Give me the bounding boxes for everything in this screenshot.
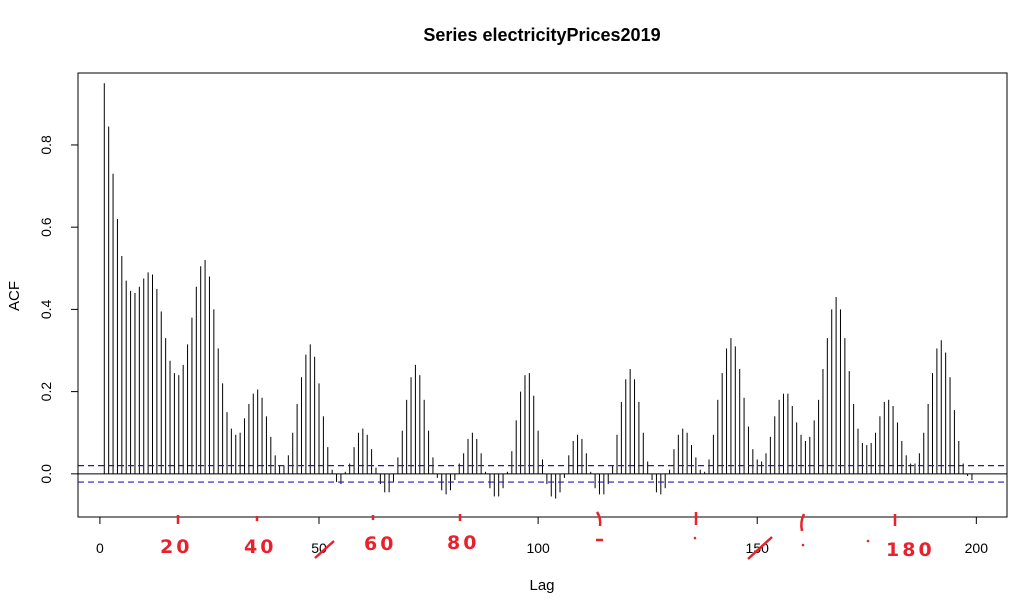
x-tick-label: 0 [96,540,104,556]
y-tick-label: 0.6 [38,217,54,237]
red-dot-mark [693,536,697,540]
x-axis-label: Lag [529,577,554,594]
y-tick-label: 0.8 [38,135,54,155]
handwritten-annotations: 20 40 60 80 180 [160,511,935,561]
plot-frame [77,72,1008,518]
annotation-80: 80 [447,532,479,554]
annotation-60: 60 [364,533,396,555]
red-tick-mark [800,513,806,532]
annotation-20: 20 [160,536,192,558]
y-tick-label: 0.4 [38,299,54,319]
y-tick-label: 0.2 [38,382,54,402]
y-tick-label: 0.0 [38,464,54,484]
y-axis-label: ACF [6,281,23,311]
annotation-40: 40 [244,536,276,558]
red-tick-mark [595,511,602,527]
acf-bars [103,83,973,499]
red-dot-mark [801,543,805,547]
confidence-bounds [78,465,1007,483]
red-strike-mark [747,536,773,560]
x-tick-label: 100 [526,540,550,556]
red-strike-mark [314,540,335,559]
red-dot-mark [866,539,870,543]
x-tick-label: 200 [965,540,989,556]
annotation-180: 180 [886,539,935,561]
x-axis: 0 50 100 150 200 [96,516,989,556]
chart-title: Series electricityPrices2019 [423,25,660,45]
y-axis: 0.0 0.2 0.4 0.6 0.8 [38,135,79,484]
